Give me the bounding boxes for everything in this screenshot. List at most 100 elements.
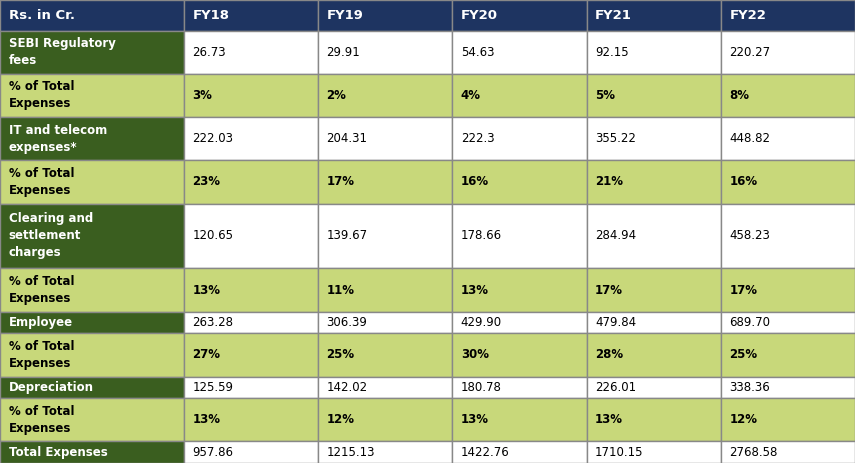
Bar [184,398,318,441]
Bar [318,160,452,204]
Text: 4%: 4% [461,89,481,102]
Bar [587,74,721,117]
Text: 220.27: 220.27 [729,46,770,59]
Text: 13%: 13% [192,283,221,296]
Text: 13%: 13% [461,413,489,426]
Bar [452,269,587,312]
Bar [184,0,318,31]
Bar [0,312,184,333]
Bar [452,441,587,463]
Text: Employee: Employee [9,316,73,329]
Text: Rs. in Cr.: Rs. in Cr. [9,9,74,22]
Bar [184,441,318,463]
Bar [587,333,721,376]
Text: 142.02: 142.02 [327,381,368,394]
Bar [318,74,452,117]
Bar [587,269,721,312]
Bar [721,333,855,376]
Text: 120.65: 120.65 [192,230,233,243]
Text: 17%: 17% [327,175,355,188]
Text: IT and telecom
expenses*: IT and telecom expenses* [9,124,107,154]
Bar [452,333,587,376]
Bar [318,398,452,441]
Text: Depreciation: Depreciation [9,381,93,394]
Text: FY21: FY21 [595,9,632,22]
Bar [0,398,184,441]
Text: % of Total
Expenses: % of Total Expenses [9,340,74,370]
Text: Clearing and
settlement
charges: Clearing and settlement charges [9,213,93,259]
Text: 284.94: 284.94 [595,230,636,243]
Text: 28%: 28% [595,348,623,362]
Text: 29.91: 29.91 [327,46,360,59]
Text: 92.15: 92.15 [595,46,628,59]
Bar [0,204,184,269]
Bar [721,312,855,333]
Bar [587,0,721,31]
Bar [721,74,855,117]
Text: FY22: FY22 [729,9,766,22]
Text: SEBI Regulatory
fees: SEBI Regulatory fees [9,37,115,67]
Text: 338.36: 338.36 [729,381,770,394]
Text: 26.73: 26.73 [192,46,226,59]
Text: 27%: 27% [192,348,221,362]
Bar [318,312,452,333]
Bar [184,31,318,74]
Text: 180.78: 180.78 [461,381,502,394]
Text: 226.01: 226.01 [595,381,636,394]
Text: % of Total
Expenses: % of Total Expenses [9,81,74,110]
Bar [587,31,721,74]
Bar [452,0,587,31]
Text: 263.28: 263.28 [192,316,233,329]
Text: 16%: 16% [729,175,758,188]
Text: 355.22: 355.22 [595,132,636,145]
Text: 12%: 12% [327,413,355,426]
Bar [721,117,855,160]
Bar [452,31,587,74]
Text: 178.66: 178.66 [461,230,502,243]
Text: FY18: FY18 [192,9,229,22]
Bar [721,269,855,312]
Text: % of Total
Expenses: % of Total Expenses [9,275,74,305]
Text: 458.23: 458.23 [729,230,770,243]
Text: 204.31: 204.31 [327,132,368,145]
Bar [452,160,587,204]
Text: 448.82: 448.82 [729,132,770,145]
Bar [318,333,452,376]
Text: 1422.76: 1422.76 [461,446,510,459]
Text: 1710.15: 1710.15 [595,446,644,459]
Bar [0,0,184,31]
Text: 11%: 11% [327,283,355,296]
Bar [184,117,318,160]
Bar [587,398,721,441]
Text: 16%: 16% [461,175,489,188]
Bar [184,269,318,312]
Bar [184,333,318,376]
Text: 222.3: 222.3 [461,132,494,145]
Bar [721,0,855,31]
Bar [587,117,721,160]
Bar [318,0,452,31]
Bar [452,117,587,160]
Bar [587,376,721,398]
Bar [318,376,452,398]
Bar [587,204,721,269]
Text: 13%: 13% [192,413,221,426]
Bar [184,312,318,333]
Text: 13%: 13% [461,283,489,296]
Bar [318,31,452,74]
Text: % of Total
Expenses: % of Total Expenses [9,167,74,197]
Bar [721,376,855,398]
Text: % of Total
Expenses: % of Total Expenses [9,405,74,435]
Bar [587,441,721,463]
Bar [721,441,855,463]
Text: 17%: 17% [595,283,623,296]
Text: 429.90: 429.90 [461,316,502,329]
Text: 5%: 5% [595,89,615,102]
Bar [587,312,721,333]
Text: 25%: 25% [327,348,355,362]
Text: 2768.58: 2768.58 [729,446,778,459]
Bar [721,160,855,204]
Text: 25%: 25% [729,348,758,362]
Bar [452,312,587,333]
Bar [0,31,184,74]
